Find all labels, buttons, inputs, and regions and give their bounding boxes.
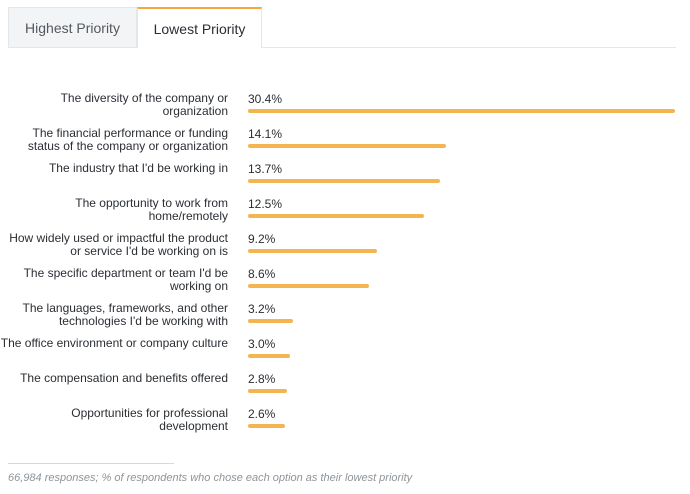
value-label: 9.2% <box>248 232 276 246</box>
value-label: 8.6% <box>248 267 276 281</box>
category-label: The diversity of the company or organiza… <box>60 91 228 118</box>
bar <box>248 179 440 183</box>
tab-highest-priority[interactable]: Highest Priority <box>8 7 137 47</box>
bar-row: The specific department or team I'd be w… <box>0 263 690 298</box>
tab-lowest-priority[interactable]: Lowest Priority <box>137 7 262 48</box>
bar <box>248 144 446 148</box>
value-label: 14.1% <box>248 127 283 141</box>
footnote: 66,984 responses; % of respondents who c… <box>8 472 413 484</box>
bar <box>248 319 293 323</box>
category-label: The opportunity to work from home/remote… <box>75 196 228 223</box>
bar-row: The compensation and benefits offered 2.8… <box>0 368 690 403</box>
bar-row: How widely used or impactful the product… <box>0 228 690 263</box>
bar-row: The diversity of the company or organiza… <box>0 88 690 123</box>
bar <box>248 214 424 218</box>
category-label: The specific department or team I'd be w… <box>23 266 228 293</box>
value-label: 2.8% <box>248 372 276 386</box>
bar <box>248 109 675 113</box>
category-label: The languages, frameworks, and other tec… <box>22 301 228 328</box>
bar <box>248 284 369 288</box>
priority-tabs: Highest Priority Lowest Priority <box>8 7 676 48</box>
bar <box>248 249 377 253</box>
bar-chart: The diversity of the company or organiza… <box>0 88 690 438</box>
bar <box>248 424 285 428</box>
category-label: The compensation and benefits offered <box>20 371 228 385</box>
value-label: 13.7% <box>248 162 283 176</box>
category-label: Opportunities for professional developme… <box>71 406 228 433</box>
bar-row: The financial performance or funding sta… <box>0 123 690 158</box>
value-label: 12.5% <box>248 197 283 211</box>
category-label: The office environment or company cultur… <box>0 336 228 350</box>
bar-row: The industry that I'd be working in 13.7% <box>0 158 690 193</box>
category-label: The financial performance or funding sta… <box>27 126 228 153</box>
value-label: 30.4% <box>248 92 283 106</box>
bar-row: The opportunity to work from home/remote… <box>0 193 690 228</box>
category-label: The industry that I'd be working in <box>48 161 228 175</box>
category-label: How widely used or impactful the product… <box>9 231 228 258</box>
bar-row: The languages, frameworks, and other tec… <box>0 298 690 333</box>
bar <box>248 354 290 358</box>
bar-row: Opportunities for professional developme… <box>0 403 690 438</box>
value-label: 3.0% <box>248 337 276 351</box>
bar-row: The office environment or company cultur… <box>0 333 690 368</box>
value-label: 2.6% <box>248 407 276 421</box>
footnote-divider <box>8 463 174 464</box>
bar <box>248 389 287 393</box>
value-label: 3.2% <box>248 302 276 316</box>
